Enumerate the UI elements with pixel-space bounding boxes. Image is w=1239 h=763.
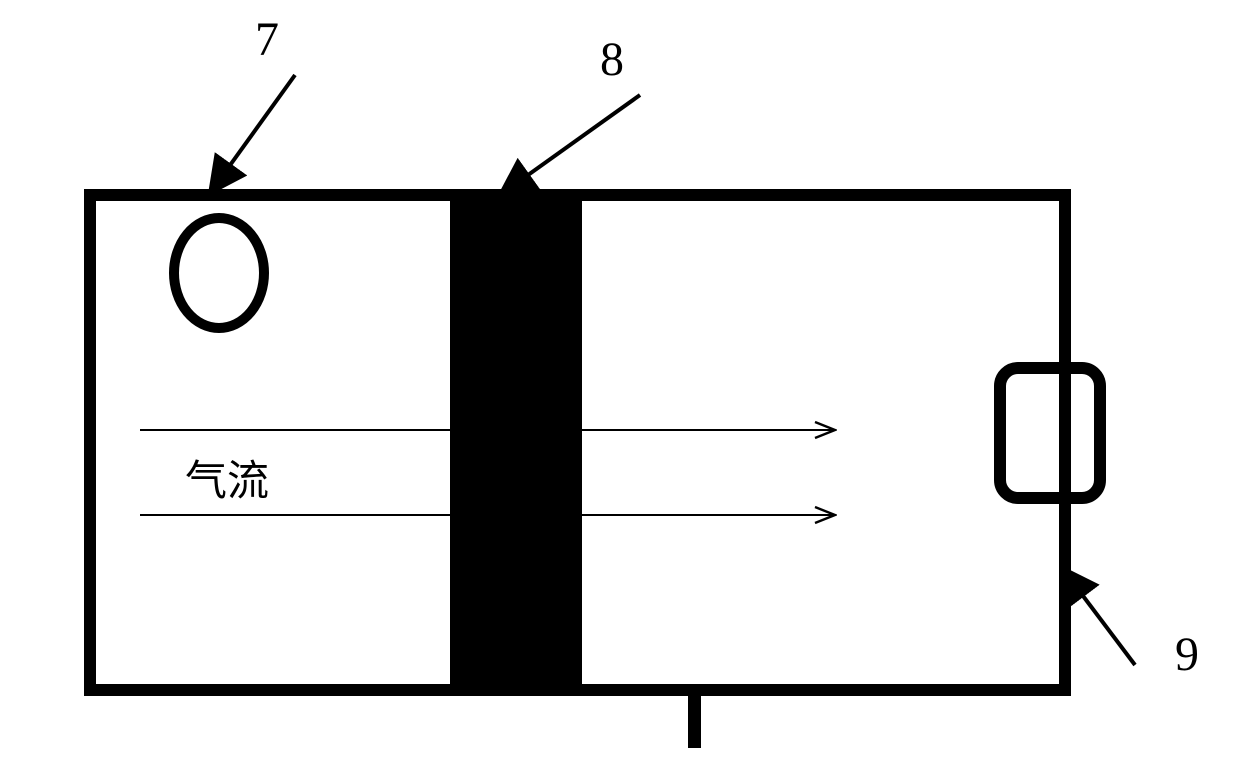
schematic-diagram: 气流 7 8 9 bbox=[0, 0, 1239, 763]
divider-block bbox=[450, 201, 582, 684]
bottom-stem bbox=[688, 690, 701, 748]
label-7: 7 bbox=[255, 13, 279, 66]
diagram-svg: 气流 7 8 9 bbox=[0, 0, 1239, 763]
airflow-label: 气流 bbox=[185, 459, 269, 505]
circle-element bbox=[174, 218, 264, 328]
leader-arrow-9 bbox=[1062, 568, 1135, 665]
leader-arrow-8 bbox=[500, 95, 640, 195]
leader-arrow-7 bbox=[210, 75, 295, 193]
label-8: 8 bbox=[600, 33, 624, 86]
label-9: 9 bbox=[1175, 628, 1199, 681]
right-square bbox=[1000, 368, 1100, 498]
